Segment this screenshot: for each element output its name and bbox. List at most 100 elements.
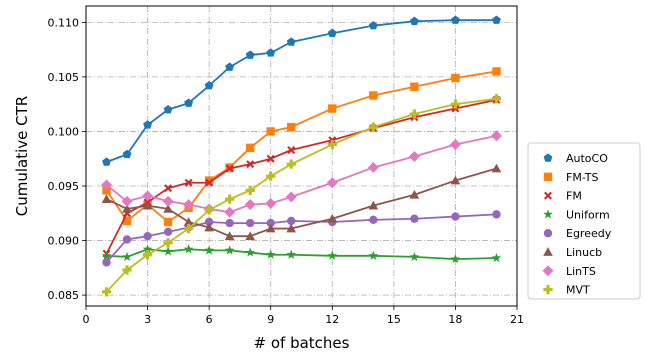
legend-label-uniform: Uniform xyxy=(566,208,610,221)
data-point-uniform xyxy=(265,249,276,259)
data-point-autoco xyxy=(286,37,296,46)
data-point-mvt xyxy=(491,94,502,104)
data-point-mvt xyxy=(327,139,337,150)
x-axis-title: # of batches xyxy=(254,334,350,352)
data-point-egreedy xyxy=(369,215,378,225)
data-point-autoco xyxy=(143,120,152,129)
data-point-linucb xyxy=(409,189,420,199)
x-tick-label: 15 xyxy=(387,313,401,326)
data-point-mvt xyxy=(450,99,461,109)
legend-label-linucb: Linucb xyxy=(566,246,602,259)
data-point-fm-ts xyxy=(204,176,214,185)
data-point-egreedy xyxy=(204,217,214,227)
data-point-linucb xyxy=(286,223,297,233)
data-point-mvt xyxy=(183,223,194,234)
data-point-lints xyxy=(491,130,502,142)
series-layer xyxy=(101,15,502,297)
data-point-autoco xyxy=(102,157,111,166)
series-mvt xyxy=(101,94,502,297)
data-point-mvt xyxy=(409,109,420,119)
data-point-lints xyxy=(101,179,112,191)
data-point-egreedy xyxy=(143,231,152,241)
data-point-autoco xyxy=(204,81,214,90)
data-point-linucb xyxy=(450,175,461,185)
data-point-lints xyxy=(142,190,154,202)
data-point-uniform xyxy=(286,249,297,259)
data-point-autoco xyxy=(245,50,255,59)
legend-item-linucb: Linucb xyxy=(543,246,602,259)
y-tick-label: 0.110 xyxy=(48,16,80,29)
data-point-lints xyxy=(265,197,277,209)
data-point-mvt xyxy=(163,238,173,248)
data-point-egreedy xyxy=(287,216,296,226)
data-point-lints xyxy=(449,139,461,151)
data-point-autoco xyxy=(225,62,235,71)
legend-item-mvt: MVT xyxy=(543,284,590,297)
plot-frame xyxy=(85,5,518,307)
data-point-uniform xyxy=(204,245,214,255)
legend-entries: AutoCO FM-TS FM Uniform Egreedy Linucb LinTS MV… xyxy=(542,152,612,297)
data-point-lints xyxy=(224,206,236,218)
data-point-mvt xyxy=(142,250,153,260)
data-point-fm-ts xyxy=(410,82,419,91)
data-point-autoco xyxy=(184,98,194,107)
legend-label-egreedy: Egreedy xyxy=(566,227,612,240)
data-point-egreedy xyxy=(225,218,234,228)
legend-marker-egreedy xyxy=(543,229,553,238)
data-point-uniform xyxy=(450,254,461,264)
data-point-linucb xyxy=(142,200,153,210)
data-point-lints xyxy=(285,191,297,203)
data-point-fm-ts xyxy=(266,127,275,136)
data-point-egreedy xyxy=(492,210,501,219)
legend-marker-mvt xyxy=(543,284,553,295)
data-point-uniform xyxy=(368,250,379,260)
x-tick-label: 6 xyxy=(206,313,213,326)
data-point-linucb xyxy=(101,194,112,203)
data-point-fm xyxy=(246,160,255,169)
data-point-lints xyxy=(244,199,256,211)
y-tick-label: 0.085 xyxy=(48,289,80,302)
series-linucb xyxy=(101,163,502,241)
data-point-egreedy xyxy=(266,218,275,228)
data-point-mvt xyxy=(286,159,296,169)
y-axis-title: Cumulative CTR xyxy=(13,96,31,216)
data-point-autoco xyxy=(122,149,132,159)
x-tick-label: 18 xyxy=(448,313,462,326)
x-tick-label: 21 xyxy=(510,313,524,326)
data-point-fm xyxy=(225,164,234,173)
data-point-uniform xyxy=(245,247,255,257)
data-point-fm xyxy=(287,146,296,154)
data-point-mvt xyxy=(204,205,214,215)
axis-layer: 0 3 6 9 12 15 18 21 0.085 0.090 0.095 0.100 0.105 0.1… xyxy=(48,16,525,326)
data-point-egreedy xyxy=(451,212,460,221)
data-point-mvt xyxy=(245,185,255,195)
data-point-fm-ts xyxy=(122,216,132,226)
legend-box xyxy=(527,142,641,300)
y-tick-label: 0.095 xyxy=(48,180,80,193)
data-point-mvt xyxy=(368,122,378,132)
data-point-autoco xyxy=(492,15,501,24)
data-point-autoco xyxy=(163,105,173,114)
legend-marker-uniform xyxy=(543,209,553,219)
legend-item-uniform: Uniform xyxy=(543,208,610,221)
y-tick-label: 0.105 xyxy=(48,71,80,84)
y-tick-label: 0.100 xyxy=(48,125,80,138)
data-point-linucb xyxy=(265,223,276,233)
data-point-lints xyxy=(162,195,174,207)
legend-label-fm-ts: FM-TS xyxy=(566,171,598,184)
legend-marker-fm xyxy=(544,191,552,200)
series-line-autoco xyxy=(106,19,497,163)
x-tick-label: 12 xyxy=(325,313,339,326)
data-point-linucb xyxy=(491,163,502,173)
y-tick-label: 0.090 xyxy=(48,235,80,248)
data-point-linucb xyxy=(183,217,194,226)
data-point-uniform xyxy=(142,244,153,254)
legend-item-fm-ts: FM-TS xyxy=(543,171,598,184)
x-tick-label: 0 xyxy=(83,313,90,326)
data-point-mvt xyxy=(266,171,276,181)
data-point-lints xyxy=(183,199,195,211)
data-point-uniform xyxy=(491,252,502,263)
data-point-fm-ts xyxy=(287,122,296,132)
